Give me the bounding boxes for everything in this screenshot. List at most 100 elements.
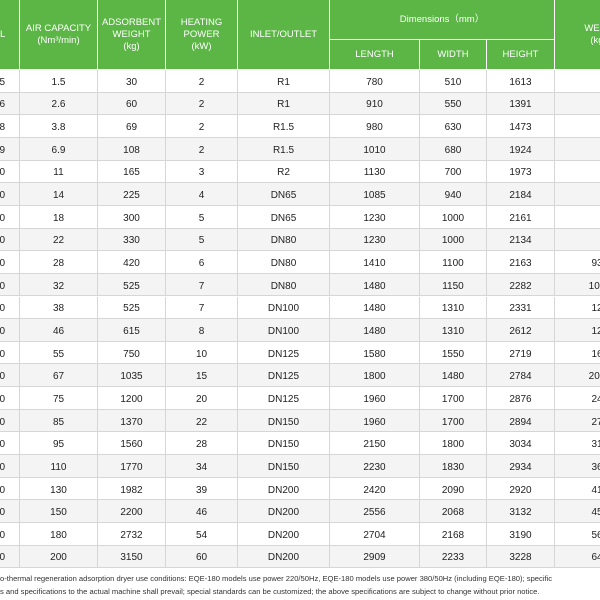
cell-text: (Nm³/min): [37, 34, 80, 46]
cell-text: 30: [0, 303, 6, 315]
table-cell: 3150: [98, 545, 166, 569]
table-cell: 2704: [330, 523, 420, 546]
cell-text: 3034: [509, 439, 532, 451]
table-cell: 2909: [330, 545, 420, 569]
cell-text: 1480: [441, 371, 465, 383]
table-cell: 30: [0, 296, 20, 320]
table-cell: 1830: [420, 455, 487, 478]
cell-text: 3150: [120, 552, 143, 564]
cell-text: 50: [0, 348, 6, 360]
table-cell: 60: [166, 545, 238, 569]
table-cell: 36: [555, 455, 600, 478]
table-cell: 130: [20, 477, 98, 501]
cell-text: 1960: [363, 393, 386, 405]
table-cell: 7: [166, 296, 238, 320]
table-cell: 10: [166, 341, 238, 365]
cell-text: 630: [444, 122, 462, 134]
cell-text: 1613: [509, 76, 532, 88]
cell-text: 200: [50, 552, 67, 564]
cell-text: R1.5: [272, 144, 295, 156]
header-cell: EL: [0, 0, 20, 70]
cell-text: R1: [277, 76, 290, 88]
cell-text: 50: [0, 393, 6, 405]
table-cell: DN125: [238, 341, 330, 365]
table-cell: 46: [166, 500, 238, 523]
cell-text: 1085: [363, 190, 386, 202]
cell-text: 6: [198, 258, 205, 269]
cell-text: 2732: [120, 529, 143, 541]
cell-text: 2934: [509, 461, 532, 473]
cell-text: WEIGHT: [112, 28, 151, 40]
table-cell: 2163: [487, 251, 555, 274]
table-cell: 1310: [420, 296, 487, 320]
table-cell: 2068: [420, 500, 487, 523]
cell-text: 2784: [509, 371, 532, 383]
cell-text: 30: [0, 258, 6, 269]
table-cell: 1310: [420, 319, 487, 342]
table-cell: 108: [98, 137, 166, 161]
cell-text: 38: [0, 122, 6, 134]
table-cell: 40: [0, 183, 20, 206]
cell-text: HEIGHT: [502, 48, 539, 60]
table-cell: 3228: [487, 545, 555, 569]
table-cell: 41: [555, 477, 600, 501]
table-cell: 2612: [487, 319, 555, 342]
cell-text: 8: [198, 325, 205, 337]
cell-text: 27: [591, 416, 600, 428]
table-cell: R2: [238, 160, 330, 184]
cell-text: INLET/OUTLET: [249, 28, 318, 40]
table-cell: 2.6: [20, 92, 98, 116]
table-cell: 2: [166, 137, 238, 161]
header-cell: LENGTH: [330, 40, 420, 70]
table-cell: R1.5: [238, 115, 330, 138]
cell-text: 130: [50, 484, 67, 496]
cell-text: 11: [53, 167, 64, 179]
table-cell: 180: [20, 523, 98, 546]
cell-text: R1.5: [272, 122, 295, 134]
cell-text: 1410: [363, 258, 386, 269]
cell-text: 16: [591, 348, 600, 360]
cell-text: 56: [591, 529, 600, 541]
table-cell: 2233: [420, 545, 487, 569]
table-cell: [555, 205, 600, 229]
table-cell: 1550: [420, 341, 487, 365]
cell-text: 12: [591, 303, 600, 315]
cell-text: 7: [198, 280, 205, 292]
table-cell: 5: [166, 205, 238, 229]
cell-text: 1310: [441, 303, 465, 315]
cell-text: DN125: [267, 371, 300, 383]
cell-text: 6.9: [51, 144, 66, 156]
cell-text: 1924: [509, 144, 532, 156]
table-cell: 69: [98, 115, 166, 138]
cell-text: DN200: [267, 529, 300, 541]
table-cell: 26: [0, 92, 20, 116]
cell-text: DN150: [267, 439, 300, 451]
table-cell: [555, 228, 600, 252]
cell-text: DN100: [267, 303, 300, 315]
table-cell: 00: [0, 500, 20, 523]
table-cell: 93: [555, 251, 600, 274]
table-cell: 2556: [330, 500, 420, 523]
table-cell: 940: [420, 183, 487, 206]
table-cell: 4: [166, 183, 238, 206]
cell-text: 20: [195, 393, 208, 405]
table-cell: DN125: [238, 364, 330, 388]
table-cell: 2876: [487, 387, 555, 410]
table-cell: 630: [420, 115, 487, 138]
cell-text: 95: [52, 439, 65, 451]
table-cell: 910: [330, 92, 420, 116]
cell-text: 93: [591, 258, 600, 269]
cell-text: WEIG: [584, 22, 600, 34]
table-cell: 2784: [487, 364, 555, 388]
cell-text: 2894: [509, 416, 532, 428]
table-cell: 18: [20, 205, 98, 229]
header-cell: ADSORBENT WEIGHT (kg): [98, 0, 166, 70]
table-cell: 28: [166, 432, 238, 456]
cell-text: 2068: [441, 507, 465, 519]
header-cell: HEIGHT: [487, 40, 555, 70]
cell-text: 40: [0, 190, 6, 202]
cell-text: 1830: [441, 461, 465, 473]
cell-text: 60: [195, 552, 208, 564]
table-cell: 2894: [487, 409, 555, 433]
